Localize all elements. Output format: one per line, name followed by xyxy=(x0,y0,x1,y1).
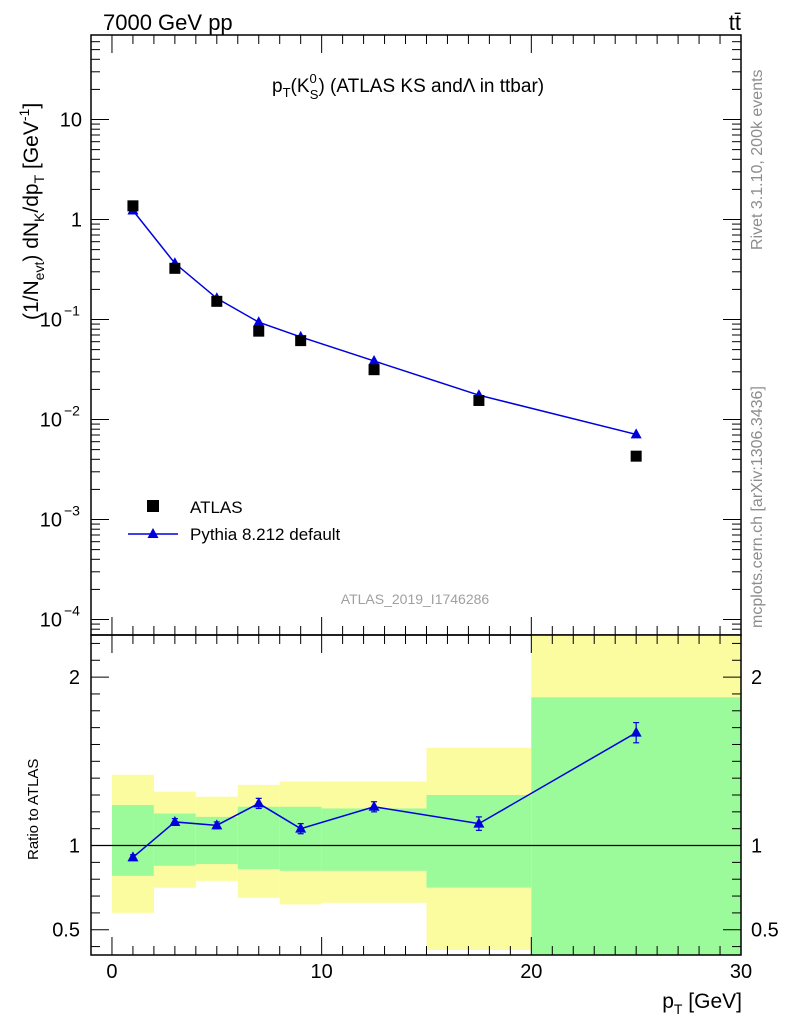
pythia-line xyxy=(132,210,637,436)
top-ylabel: (1/Nevt) dNK/dpT [GeV-1] xyxy=(16,103,47,320)
legend-pythia-label: Pythia 8.212 default xyxy=(190,525,341,544)
legend-atlas-marker xyxy=(147,500,159,512)
xlabel: pT [GeV] xyxy=(662,990,742,1017)
atlas-point xyxy=(127,200,139,212)
xtick-label: 30 xyxy=(730,961,752,983)
top-ytick-label: 10 xyxy=(60,110,82,132)
atlas-point xyxy=(211,295,223,307)
top-frame xyxy=(90,34,742,636)
ratio-frame xyxy=(90,634,742,956)
ratio-ytick-label: 0.5 xyxy=(52,920,80,942)
legend: ATLAS Pythia 8.212 default xyxy=(128,498,341,544)
stat-uncertainty-band xyxy=(426,795,532,888)
ratio-ytick-label-right: 2 xyxy=(751,667,762,689)
ratio-ytick-label-right: 1 xyxy=(751,836,762,858)
ratio-markers xyxy=(127,721,642,862)
top-ytick-exponent: −3 xyxy=(64,503,80,519)
top-ytick-label: 10 xyxy=(40,310,62,332)
atlas-point xyxy=(295,335,307,347)
uncertainty-bands xyxy=(111,635,741,955)
rivet-label: Rivet 3.1.10, 200k events xyxy=(749,69,766,250)
top-ytick-label: 1 xyxy=(71,210,82,232)
top-ytick-exponent: −2 xyxy=(64,403,80,419)
ratio-point xyxy=(473,817,485,828)
ratio-ytick-label: 2 xyxy=(69,667,80,689)
legend-atlas-label: ATLAS xyxy=(190,498,243,517)
ratio-ytick-label-right: 0.5 xyxy=(751,920,779,942)
ratio-point xyxy=(127,851,139,862)
stat-uncertainty-band xyxy=(279,806,322,871)
top-ytick-exponent: −1 xyxy=(64,303,80,319)
top-ytick-label: 10 xyxy=(40,410,62,432)
pythia-point xyxy=(368,354,380,365)
ratio-point xyxy=(169,815,181,826)
atlas-point xyxy=(368,364,380,376)
pythia-point xyxy=(253,316,265,327)
ratio-point xyxy=(630,726,642,737)
analysis-id: ATLAS_2019_I1746286 xyxy=(341,591,490,607)
atlas-point xyxy=(253,325,265,337)
ratio-point xyxy=(253,797,265,808)
pythia-point xyxy=(630,428,642,439)
ratio-ylabel: Ratio to ATLAS xyxy=(25,759,42,860)
atlas-point xyxy=(630,450,642,462)
atlas-point xyxy=(169,262,181,274)
pythia-markers xyxy=(127,204,642,439)
beam-label: 7000 GeV pp xyxy=(103,10,233,35)
top-axis-ticks xyxy=(91,34,742,636)
ratio-ytick-label: 1 xyxy=(69,836,80,858)
top-ytick-exponent: −4 xyxy=(64,603,80,619)
atlas-point xyxy=(473,394,485,406)
ratio-point xyxy=(295,822,307,833)
chart-title: pT(K0 S) (ATLAS KS andΛ in ttbar) xyxy=(272,71,544,102)
stat-uncertainty-band xyxy=(237,806,280,870)
top-ytick-label: 10 xyxy=(40,610,62,632)
top-ytick-label: 10 xyxy=(40,510,62,532)
ratio-tick-labels: 0 10 20 30 0.5 0.5 1 1 2 2 xyxy=(52,667,779,983)
ratio-line xyxy=(132,732,637,858)
mcplots-label: mcplots.cern.ch [arXiv:1306.3436] xyxy=(749,386,766,628)
ratio-point xyxy=(211,819,223,830)
xtick-label: 0 xyxy=(106,961,117,983)
xtick-label: 20 xyxy=(520,961,542,983)
legend-pythia-marker xyxy=(147,528,159,538)
stat-uncertainty-band xyxy=(111,805,154,876)
atlas-markers xyxy=(127,200,642,462)
xtick-label: 10 xyxy=(311,961,333,983)
stat-uncertainty-band xyxy=(321,808,427,871)
ratio-point xyxy=(368,800,380,811)
ratio-panel: 0 10 20 30 0.5 0.5 1 1 2 2 Ratio to ATLAS pT [GeV… xyxy=(25,634,779,1017)
process-label: tt̄ xyxy=(729,10,741,35)
